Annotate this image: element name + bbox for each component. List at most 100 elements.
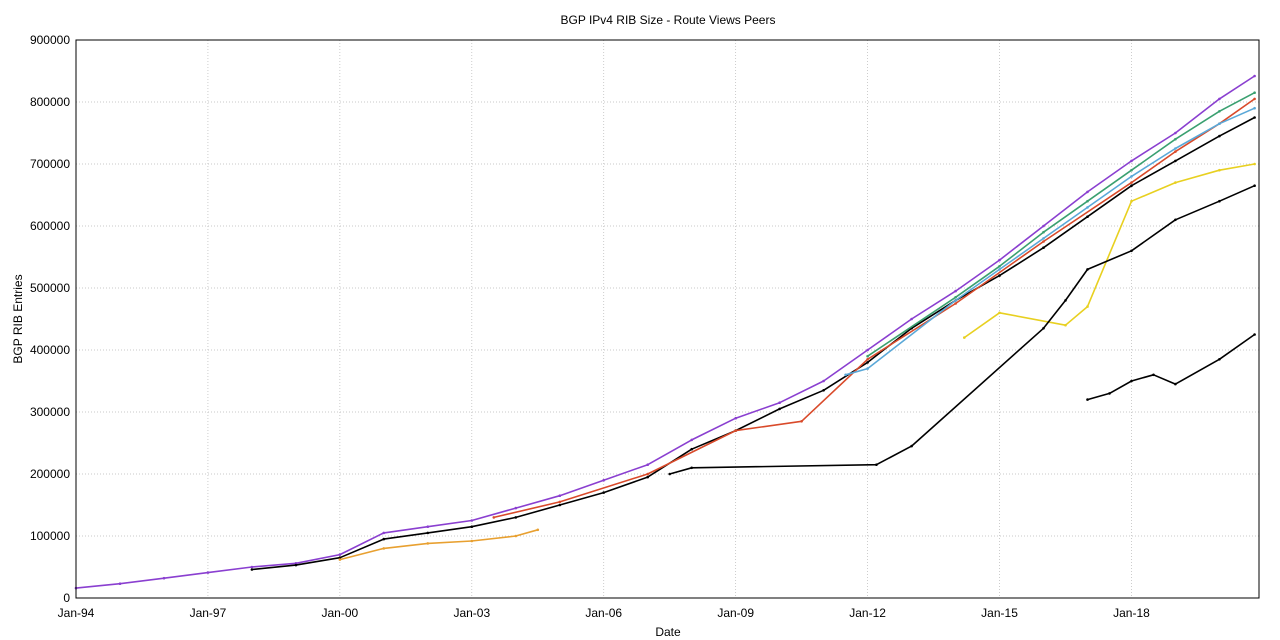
data-point [470, 519, 474, 522]
data-point [338, 558, 342, 561]
grid-layer [76, 40, 1259, 598]
data-point [1174, 382, 1177, 386]
series-line [845, 107, 1255, 376]
x-tick-label: Jan-09 [717, 606, 754, 620]
data-point [250, 565, 254, 569]
series-line [1087, 333, 1256, 401]
data-point [646, 463, 649, 467]
y-tick-label: 200000 [30, 467, 70, 481]
data-point [875, 463, 878, 467]
data-point [954, 296, 957, 299]
data-point [1174, 147, 1177, 150]
x-axis-label: Date [655, 625, 681, 639]
series-line [493, 98, 1256, 519]
data-point [206, 571, 210, 574]
y-tick-labels: 0 100000 200000 300000 400000 500000 600000 700… [30, 33, 70, 605]
data-point [1218, 168, 1221, 172]
data-point [1253, 97, 1256, 101]
y-tick-label: 300000 [30, 405, 70, 419]
data-point [294, 562, 298, 565]
data-point [954, 289, 957, 293]
data-point [1174, 218, 1177, 222]
data-point [1086, 190, 1089, 194]
data-point [866, 367, 869, 370]
data-point [910, 317, 913, 321]
data-point [1130, 159, 1133, 163]
data-point [1253, 333, 1256, 336]
data-point [822, 379, 825, 383]
data-point [536, 528, 540, 532]
series-7 [668, 184, 1256, 476]
data-point [800, 420, 803, 423]
data-point [1130, 249, 1133, 253]
data-point [690, 447, 693, 451]
data-point [734, 416, 737, 420]
data-point [1218, 97, 1221, 101]
data-point [1218, 122, 1221, 125]
data-point [1253, 91, 1256, 94]
data-point [690, 438, 693, 442]
y-tick-label: 500000 [30, 281, 70, 295]
data-point [690, 466, 693, 470]
data-point [1218, 134, 1221, 138]
data-point [1253, 162, 1256, 166]
data-point [492, 516, 496, 519]
x-tick-label: Jan-15 [981, 606, 1018, 620]
y-tick-label: 900000 [30, 33, 70, 47]
data-point [1042, 240, 1045, 243]
data-point [778, 407, 781, 411]
x-tick-label: Jan-94 [58, 606, 95, 620]
data-point [1042, 224, 1045, 228]
data-point [1130, 184, 1133, 187]
data-point [646, 475, 649, 479]
x-tick-label: Jan-06 [585, 606, 622, 620]
data-point [1108, 392, 1111, 395]
series-6 [963, 162, 1256, 339]
x-tick-labels: Jan-94 Jan-97 Jan-00 Jan-03 Jan-06 Jan-09 Jan-… [58, 606, 1150, 620]
data-point [1253, 74, 1256, 78]
data-point [646, 472, 649, 476]
data-point [822, 389, 825, 392]
y-tick-label: 400000 [30, 343, 70, 357]
data-point [470, 525, 474, 528]
data-point [1086, 398, 1089, 401]
data-point [1174, 150, 1177, 153]
data-point [514, 534, 518, 538]
data-point [1253, 184, 1256, 187]
data-point [426, 542, 430, 545]
data-point [1130, 199, 1133, 203]
data-point [844, 373, 847, 377]
series-line [251, 116, 1255, 571]
data-point [998, 258, 1001, 262]
x-tick-label: Jan-12 [849, 606, 886, 620]
series-3 [866, 91, 1256, 358]
data-point [963, 336, 966, 339]
data-point [1174, 131, 1177, 135]
data-point [734, 429, 737, 432]
data-point [1218, 199, 1221, 203]
x-tick-label: Jan-03 [453, 606, 490, 620]
data-point [1253, 106, 1256, 110]
series-0 [74, 74, 1256, 590]
data-point [954, 299, 957, 302]
data-point [1218, 110, 1221, 113]
data-point [426, 531, 430, 535]
data-point [1064, 323, 1067, 327]
y-tick-label: 700000 [30, 157, 70, 171]
data-point [778, 401, 781, 405]
data-point [162, 576, 166, 580]
data-point [1130, 168, 1133, 172]
series-line [867, 91, 1255, 357]
data-point [1174, 181, 1177, 184]
data-point [1130, 181, 1133, 184]
data-point [1130, 379, 1133, 383]
data-point [514, 516, 518, 519]
plot-frame [75, 39, 1260, 599]
data-point [382, 547, 386, 550]
y-tick-label: 600000 [30, 219, 70, 233]
data-point [998, 268, 1001, 271]
data-point [118, 582, 122, 585]
series-4 [338, 528, 540, 561]
